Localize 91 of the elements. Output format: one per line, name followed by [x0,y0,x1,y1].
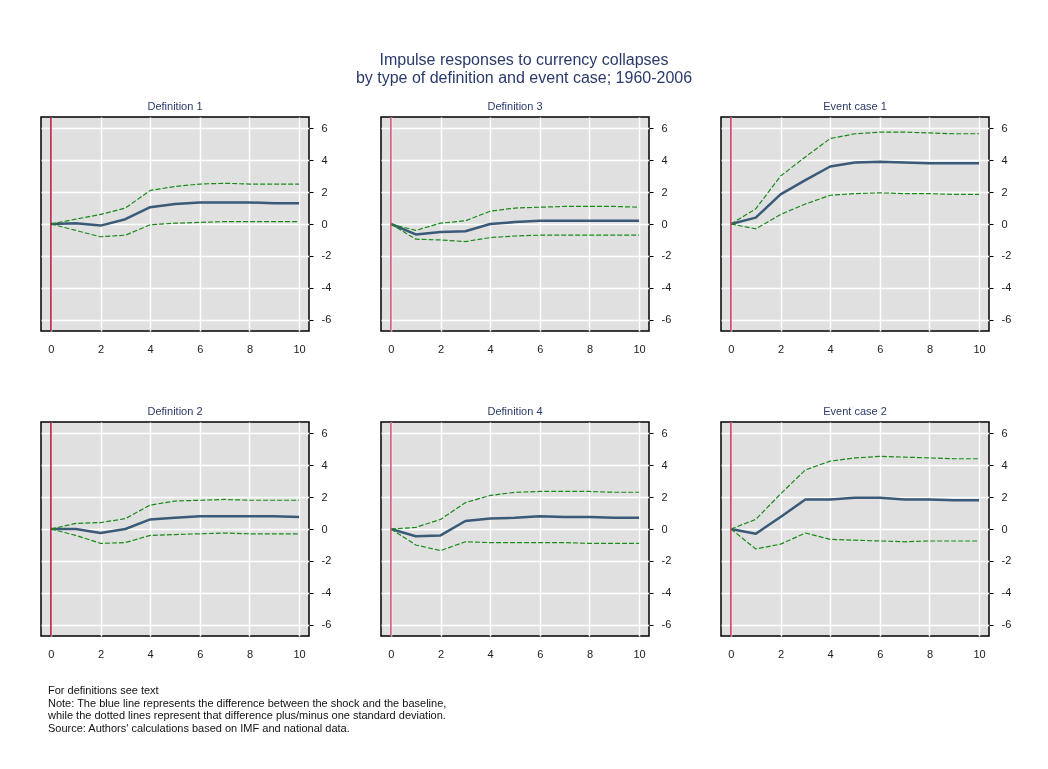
source-note: Source: Authors' calculations based on IMF and national data. [48,721,350,734]
y-tick-label: -2 [321,554,332,567]
y-tick-label: 6 [1001,426,1008,439]
y-tick-label: -6 [661,618,672,631]
y-tick-label: 6 [321,121,328,134]
x-tick-label: 4 [827,342,834,355]
y-tick-label: -4 [321,281,332,294]
x-tick-label: 0 [48,342,55,355]
x-tick-label: 10 [633,647,646,660]
y-tick-label: 6 [321,426,328,439]
y-tick-label: -4 [661,586,672,599]
y-tick-label: -4 [1001,281,1012,294]
y-tick-label: 2 [321,490,328,503]
x-tick-label: 8 [586,342,594,355]
y-tick-label: -2 [1001,554,1012,567]
y-tick-label: 4 [321,153,328,166]
x-tick-label: 8 [926,647,934,660]
y-tick-label: -2 [1001,249,1012,262]
x-tick-label: 6 [537,647,544,660]
x-tick-label: 8 [246,647,254,660]
chart-title: Definition 4 [487,405,543,418]
text: while the dotted lines represent that difference plus/minus one standard deviation. [47,709,446,721]
x-tick-label: 0 [388,342,395,355]
y-tick-label: 2 [321,185,328,198]
x-tick-label: 0 [48,647,55,660]
y-tick-label: 6 [1001,121,1008,134]
text: by type of definition and event case; 1960-2006 [355,69,693,86]
y-tick-label: 6 [661,121,668,134]
y-tick-label: -6 [321,618,332,631]
y-tick-label: 4 [661,153,668,166]
y-tick-label: 2 [661,185,668,198]
y-tick-label: 4 [1001,458,1008,471]
x-tick-label: 8 [586,647,594,660]
y-tick-label: 2 [1001,490,1008,503]
y-tick-label: 4 [661,458,668,471]
x-tick-label: 10 [973,342,986,355]
y-tick-label: -4 [661,281,672,294]
x-tick-label: 0 [728,647,735,660]
chart-title: Event case 1 [823,100,887,113]
x-tick-label: 2 [777,342,785,355]
y-tick-label: 0 [661,522,668,535]
x-tick-label: 6 [877,342,884,355]
y-tick-label: 4 [321,458,328,471]
x-tick-label: 2 [97,647,105,660]
line-series [389,219,641,236]
x-tick-label: 0 [728,342,735,355]
y-tick-label: -2 [661,249,672,262]
chart-title: Definition 2 [147,405,203,418]
y-tick-label: -6 [661,313,672,326]
x-tick-label: 2 [97,342,105,355]
text: For definitions see text [48,684,159,696]
x-tick-label: 2 [437,342,445,355]
x-tick-label: 6 [197,647,204,660]
x-tick-label: 6 [197,342,204,355]
x-tick-label: 0 [388,647,395,660]
chart-title: Definition 1 [147,100,203,113]
chart-title: Definition 3 [487,100,543,113]
y-tick-label: -6 [1001,618,1012,631]
y-tick-label: 4 [1001,153,1008,166]
x-tick-label: 10 [633,342,646,355]
y-tick-label: 0 [321,217,328,230]
y-tick-label: 0 [321,522,328,535]
x-tick-label: 4 [487,342,494,355]
y-tick-label: 0 [1001,217,1008,230]
x-tick-label: 10 [293,647,306,660]
x-tick-label: 2 [437,647,445,660]
y-tick-label: -2 [321,249,332,262]
y-tick-label: 0 [661,217,668,230]
y-tick-label: -4 [1001,586,1012,599]
chart-title: Event case 2 [823,405,887,418]
x-tick-label: 10 [973,647,986,660]
y-tick-label: 0 [1001,522,1008,535]
x-tick-label: 6 [537,342,544,355]
x-tick-label: 4 [147,342,154,355]
y-tick-label: 6 [661,426,668,439]
y-tick-label: 2 [1001,185,1008,198]
y-tick-label: -6 [1001,313,1012,326]
x-tick-label: 4 [147,647,154,660]
y-tick-label: 2 [661,490,668,503]
text: Impulse responses to currency collapses [379,51,669,68]
x-tick-label: 10 [293,342,306,355]
y-tick-label: -4 [321,586,332,599]
x-tick-label: 2 [777,647,785,660]
x-tick-label: 6 [877,647,884,660]
x-tick-label: 8 [246,342,254,355]
text: Note: The blue line represents the difference between the shock and the baseline, [48,696,447,709]
x-tick-label: 8 [926,342,934,355]
x-tick-label: 4 [487,647,494,660]
x-tick-label: 4 [827,647,834,660]
y-tick-label: -2 [661,554,672,567]
y-tick-label: -6 [321,313,332,326]
